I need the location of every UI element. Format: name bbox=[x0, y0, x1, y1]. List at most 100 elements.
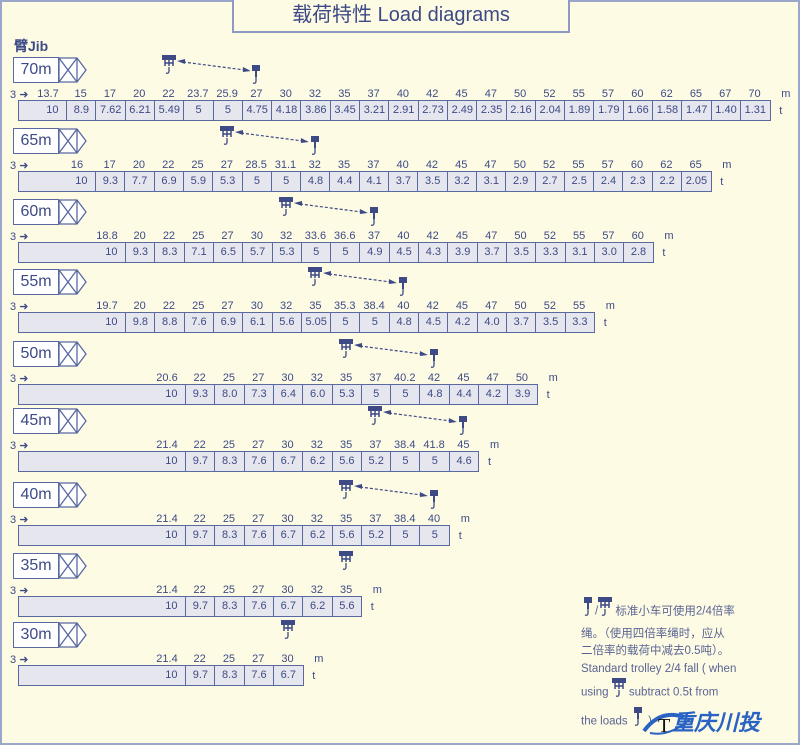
radius-label: 20 bbox=[133, 88, 146, 100]
distance-unit: m bbox=[664, 230, 674, 242]
load-cell: 4.4 bbox=[329, 171, 361, 192]
radius-label: 32 bbox=[310, 439, 323, 451]
load-cell: 2.35 bbox=[476, 100, 507, 121]
four-fall-trolley-icon bbox=[308, 267, 323, 289]
load-unit: t bbox=[488, 456, 492, 468]
load-cell: 5 bbox=[241, 171, 273, 192]
distance-unit: m bbox=[781, 88, 791, 100]
arrow-right-icon: ➜ bbox=[19, 654, 29, 666]
load-cell: 7.6 bbox=[243, 451, 275, 472]
radius-label: 42 bbox=[426, 88, 439, 100]
jib-truss-icon bbox=[58, 408, 87, 434]
radius-label: 42 bbox=[425, 159, 439, 171]
load-cell: 9.7 bbox=[185, 665, 216, 686]
radius-label: 38.4 bbox=[363, 300, 385, 312]
load-cell: 7.6 bbox=[243, 665, 275, 686]
jib-truss-icon bbox=[58, 341, 87, 367]
dashed-double-arrow-icon bbox=[354, 484, 429, 497]
radius-label: 37 bbox=[369, 439, 382, 451]
load-cell: 5.6 bbox=[331, 596, 363, 617]
load-unit: t bbox=[779, 105, 783, 117]
load-unit: t bbox=[720, 176, 724, 188]
radius-label: 30 bbox=[281, 653, 294, 665]
load-cell: 10 bbox=[18, 665, 187, 686]
note-en-2a: using bbox=[581, 686, 609, 699]
load-cell: 3.86 bbox=[300, 100, 332, 121]
arrow-right-icon: ➜ bbox=[19, 514, 29, 526]
radius-label: 55 bbox=[573, 230, 586, 242]
load-cell: 3.9 bbox=[507, 384, 539, 405]
load-cell: 4.75 bbox=[241, 100, 273, 121]
radius-label: 22 bbox=[162, 230, 176, 242]
load-cell: 5.05 bbox=[300, 312, 332, 333]
radius-label: 20 bbox=[133, 300, 146, 312]
load-cell: 7.6 bbox=[243, 596, 275, 617]
note-en-3a: the loads bbox=[581, 714, 628, 727]
load-cell: 7.6 bbox=[183, 312, 215, 333]
four-fall-trolley-icon bbox=[280, 620, 295, 642]
load-cell: 10 bbox=[18, 171, 97, 192]
jib-length-label: 55m bbox=[13, 269, 59, 295]
radius-label: 30 bbox=[281, 372, 294, 384]
load-cell: 3.7 bbox=[388, 171, 419, 192]
start-radius: 3 ➜ bbox=[10, 440, 29, 452]
radius-label: 37 bbox=[367, 88, 380, 100]
load-cell: 2.3 bbox=[622, 171, 654, 192]
note-en-3b: ) bbox=[648, 714, 652, 727]
load-cell: 2.04 bbox=[534, 100, 566, 121]
radius-label: 42 bbox=[426, 300, 439, 312]
load-cell: 3.3 bbox=[535, 242, 566, 263]
load-cell: 4.8 bbox=[419, 384, 451, 405]
load-cell: 5.6 bbox=[331, 451, 363, 472]
start-radius: 3 ➜ bbox=[10, 160, 29, 172]
load-cell: 5 bbox=[359, 312, 391, 333]
radius-label: 45 bbox=[457, 439, 470, 451]
jib-length-label: 45m bbox=[13, 408, 59, 434]
radius-label: 50 bbox=[514, 300, 527, 312]
radius-label: 35 bbox=[309, 300, 322, 312]
radius-label: 23.7 bbox=[187, 88, 209, 100]
load-cell: 4.2 bbox=[478, 384, 509, 405]
start-radius: 3 ➜ bbox=[10, 231, 29, 243]
jib-truss-icon bbox=[58, 128, 87, 154]
radius-label: 30 bbox=[279, 88, 292, 100]
load-cell: 5 bbox=[300, 242, 332, 263]
load-cell: 5 bbox=[390, 384, 421, 405]
distance-unit: m bbox=[372, 584, 382, 596]
radius-label: 42 bbox=[427, 372, 441, 384]
distance-unit: m bbox=[460, 513, 470, 525]
arrow-right-icon: ➜ bbox=[19, 585, 29, 597]
load-cell: 5 bbox=[360, 384, 392, 405]
radius-label: 40 bbox=[427, 513, 441, 525]
jib-length-label: 70m bbox=[13, 57, 59, 83]
load-cell: 9.7 bbox=[185, 451, 216, 472]
radius-label: 22 bbox=[193, 439, 206, 451]
load-cell: 4.8 bbox=[300, 171, 331, 192]
load-cell: 6.21 bbox=[124, 100, 156, 121]
company-logo: T bbox=[642, 712, 691, 737]
load-cell: 5.7 bbox=[242, 242, 273, 263]
radius-label: 22 bbox=[162, 88, 175, 100]
radius-label: 21.4 bbox=[156, 584, 178, 596]
four-fall-trolley-icon bbox=[339, 339, 354, 361]
load-cell: 5.6 bbox=[331, 525, 363, 546]
four-fall-trolley-icon bbox=[279, 197, 294, 219]
load-cell: 5.3 bbox=[212, 171, 243, 192]
radius-label: 30 bbox=[281, 584, 294, 596]
load-row-35m: 35m 3 ➜ 10 9.7 8.3 7.6 6.7 6.2 5.6 21.4 22 25 27 30 3… bbox=[0, 551, 800, 643]
radius-label: 36.6 bbox=[334, 230, 356, 242]
radius-label: 20 bbox=[133, 230, 146, 242]
load-cell: 6.9 bbox=[212, 312, 244, 333]
load-cell: 8.0 bbox=[214, 384, 246, 405]
four-fall-hook-icon bbox=[598, 597, 613, 626]
load-cell: 5.49 bbox=[153, 100, 185, 121]
radius-label: 45 bbox=[455, 88, 468, 100]
radius-label: 21.4 bbox=[156, 653, 178, 665]
radius-label: 37 bbox=[367, 230, 381, 242]
load-cell: 2.5 bbox=[563, 171, 595, 192]
note-cn-3: 二倍率的载荷中减去0.5吨）。 bbox=[581, 645, 730, 657]
dashed-double-arrow-icon bbox=[294, 201, 369, 214]
load-cell: 3.5 bbox=[417, 171, 449, 192]
radius-label: 25 bbox=[222, 653, 236, 665]
load-cell: 2.2 bbox=[651, 171, 683, 192]
